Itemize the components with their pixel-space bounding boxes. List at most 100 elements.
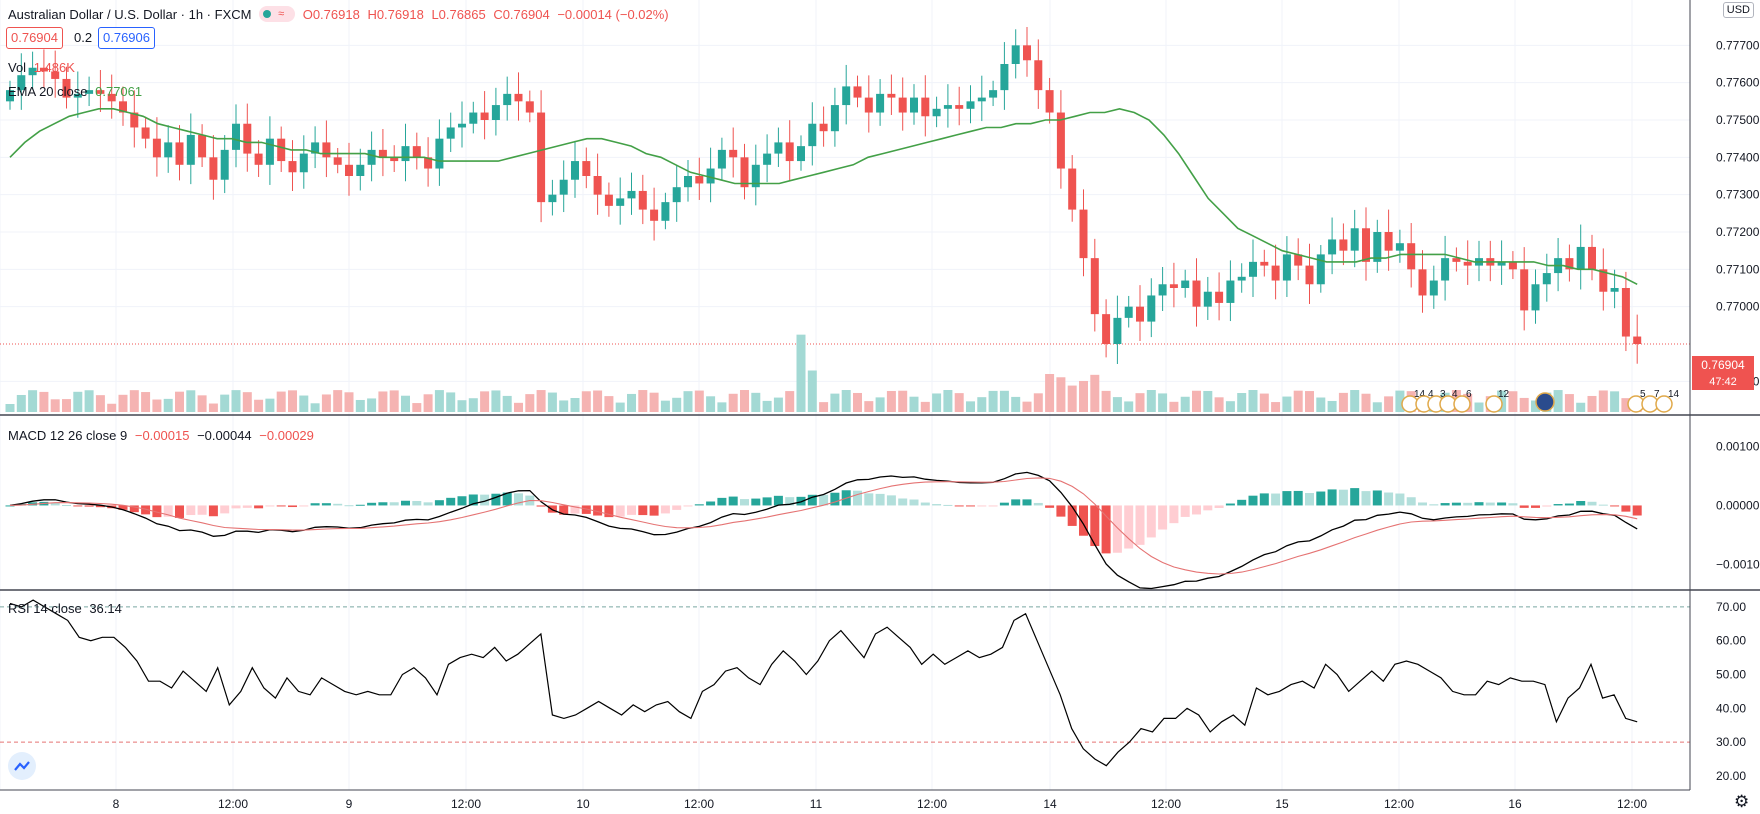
macd-value-3: −0.00029 bbox=[259, 428, 314, 443]
macd-hist-bar bbox=[672, 505, 682, 510]
candle-body bbox=[401, 146, 410, 162]
volume-bar bbox=[773, 397, 783, 412]
tradingview-logo[interactable] bbox=[8, 752, 36, 780]
macd-hist-bar bbox=[502, 492, 512, 506]
macd-hist-bar bbox=[819, 494, 829, 506]
time-tick-label: 12:00 bbox=[218, 797, 248, 811]
rsi-line bbox=[9, 599, 1638, 767]
time-tick-label: 12:00 bbox=[917, 797, 947, 811]
macd-hist-bar bbox=[627, 505, 636, 515]
rsi-tick-label: 70.00 bbox=[1716, 600, 1746, 614]
macd-hist-bar bbox=[966, 505, 975, 507]
volume-bar bbox=[276, 391, 286, 412]
macd-hist-bar bbox=[1497, 502, 1507, 506]
vol-value: 1.486K bbox=[33, 60, 75, 75]
event-count: 14 bbox=[1414, 389, 1426, 400]
candle-body bbox=[898, 97, 907, 113]
volume-bar bbox=[728, 393, 738, 412]
settings-gear-icon[interactable]: ⚙ bbox=[1734, 792, 1750, 811]
aud-event-icon[interactable] bbox=[1535, 392, 1555, 412]
candle-body bbox=[853, 86, 862, 98]
time-tick-label: 12:00 bbox=[1617, 797, 1647, 811]
macd-hist-bar bbox=[1316, 491, 1326, 506]
volume-bar bbox=[1587, 395, 1597, 412]
candle-body bbox=[1203, 291, 1212, 307]
volume-bar bbox=[1293, 390, 1303, 412]
candle-body bbox=[232, 123, 240, 150]
macd-hist-bar bbox=[536, 505, 546, 507]
volume-bar bbox=[1576, 402, 1586, 412]
candle-body bbox=[571, 161, 579, 180]
candle-body bbox=[1576, 246, 1585, 270]
rsi-legend[interactable]: RSI 14 close 36.14 bbox=[8, 601, 126, 616]
candle-body bbox=[6, 90, 14, 102]
macd-hist-bar bbox=[1418, 502, 1427, 506]
status-pill[interactable]: ≈ bbox=[259, 6, 296, 22]
volume-bar bbox=[1519, 397, 1529, 412]
bid-button[interactable]: 0.76904 bbox=[6, 27, 63, 49]
macd-hist-bar bbox=[265, 505, 275, 507]
economic-event-icon[interactable] bbox=[1485, 395, 1503, 413]
candle-body bbox=[774, 142, 783, 154]
rsi-tick-label: 40.00 bbox=[1716, 701, 1746, 715]
candle-body bbox=[435, 138, 444, 169]
economic-event-icon[interactable] bbox=[1655, 395, 1673, 413]
candle-body bbox=[96, 90, 105, 94]
candle-body bbox=[1090, 258, 1099, 315]
candle-body bbox=[1633, 336, 1642, 344]
volume-bar bbox=[1135, 393, 1145, 412]
ask-button[interactable]: 0.76906 bbox=[98, 27, 155, 49]
volume-bar bbox=[242, 392, 252, 412]
volume-bar bbox=[1056, 377, 1066, 412]
volume-bar bbox=[1327, 400, 1337, 412]
volume-bar bbox=[175, 391, 184, 412]
macd-hist-bar bbox=[152, 505, 162, 518]
macd-hist-bar bbox=[1045, 505, 1055, 508]
volume-bar bbox=[649, 392, 659, 412]
candle-body bbox=[672, 187, 681, 203]
time-tick-label: 12:00 bbox=[684, 797, 714, 811]
price-tick-label: 0.77400 bbox=[1716, 150, 1760, 164]
macd-hist-bar bbox=[389, 502, 399, 506]
ema-legend[interactable]: EMA 20 close 0.77061 bbox=[8, 84, 146, 99]
volume-bar bbox=[457, 400, 467, 412]
volume-bar bbox=[898, 390, 908, 412]
economic-event-icon[interactable] bbox=[1453, 395, 1471, 413]
candle-body bbox=[39, 67, 48, 72]
macd-hist-bar bbox=[197, 505, 207, 515]
macd-hist-bar bbox=[999, 502, 1009, 506]
candle-body bbox=[254, 153, 263, 165]
candle-body bbox=[446, 127, 455, 139]
candle-body bbox=[887, 93, 896, 98]
ema-value: 0.77061 bbox=[95, 84, 143, 99]
macd-line bbox=[9, 471, 1638, 590]
volume-bars bbox=[5, 334, 1642, 412]
time-tick-label: 11 bbox=[810, 797, 823, 811]
candle-body bbox=[367, 149, 376, 165]
volume-legend[interactable]: Vol 1.486K bbox=[8, 60, 79, 75]
symbol-title[interactable]: Australian Dollar / U.S. Dollar · 1h · F… bbox=[8, 7, 252, 22]
candle-body bbox=[458, 123, 466, 128]
candle-body bbox=[164, 142, 173, 158]
candle-body bbox=[1282, 254, 1291, 281]
macd-hist-bar bbox=[1158, 505, 1168, 530]
logo-icon bbox=[14, 761, 30, 771]
ema-line bbox=[9, 107, 1638, 286]
event-count: 3 bbox=[1440, 389, 1446, 400]
candle-body bbox=[141, 127, 150, 139]
candle-body bbox=[1395, 243, 1404, 251]
macd-hist-bar bbox=[638, 505, 648, 516]
volume-bar bbox=[1553, 390, 1563, 412]
candle-body bbox=[390, 157, 399, 162]
macd-hist-bar bbox=[1259, 493, 1269, 506]
volume-bar bbox=[1124, 401, 1134, 412]
macd-legend[interactable]: MACD 12 26 close 9 −0.00015 −0.00044 −0.… bbox=[8, 428, 318, 443]
volume-bar bbox=[717, 402, 727, 412]
macd-hist-bar bbox=[1067, 505, 1077, 526]
volume-bar bbox=[740, 390, 749, 412]
volume-bar bbox=[751, 392, 761, 412]
event-markers[interactable]: 14 4 3 4 6 12 5 7 14 bbox=[1401, 389, 1680, 413]
volume-bar bbox=[604, 396, 614, 412]
currency-badge[interactable]: USD bbox=[1722, 2, 1754, 18]
